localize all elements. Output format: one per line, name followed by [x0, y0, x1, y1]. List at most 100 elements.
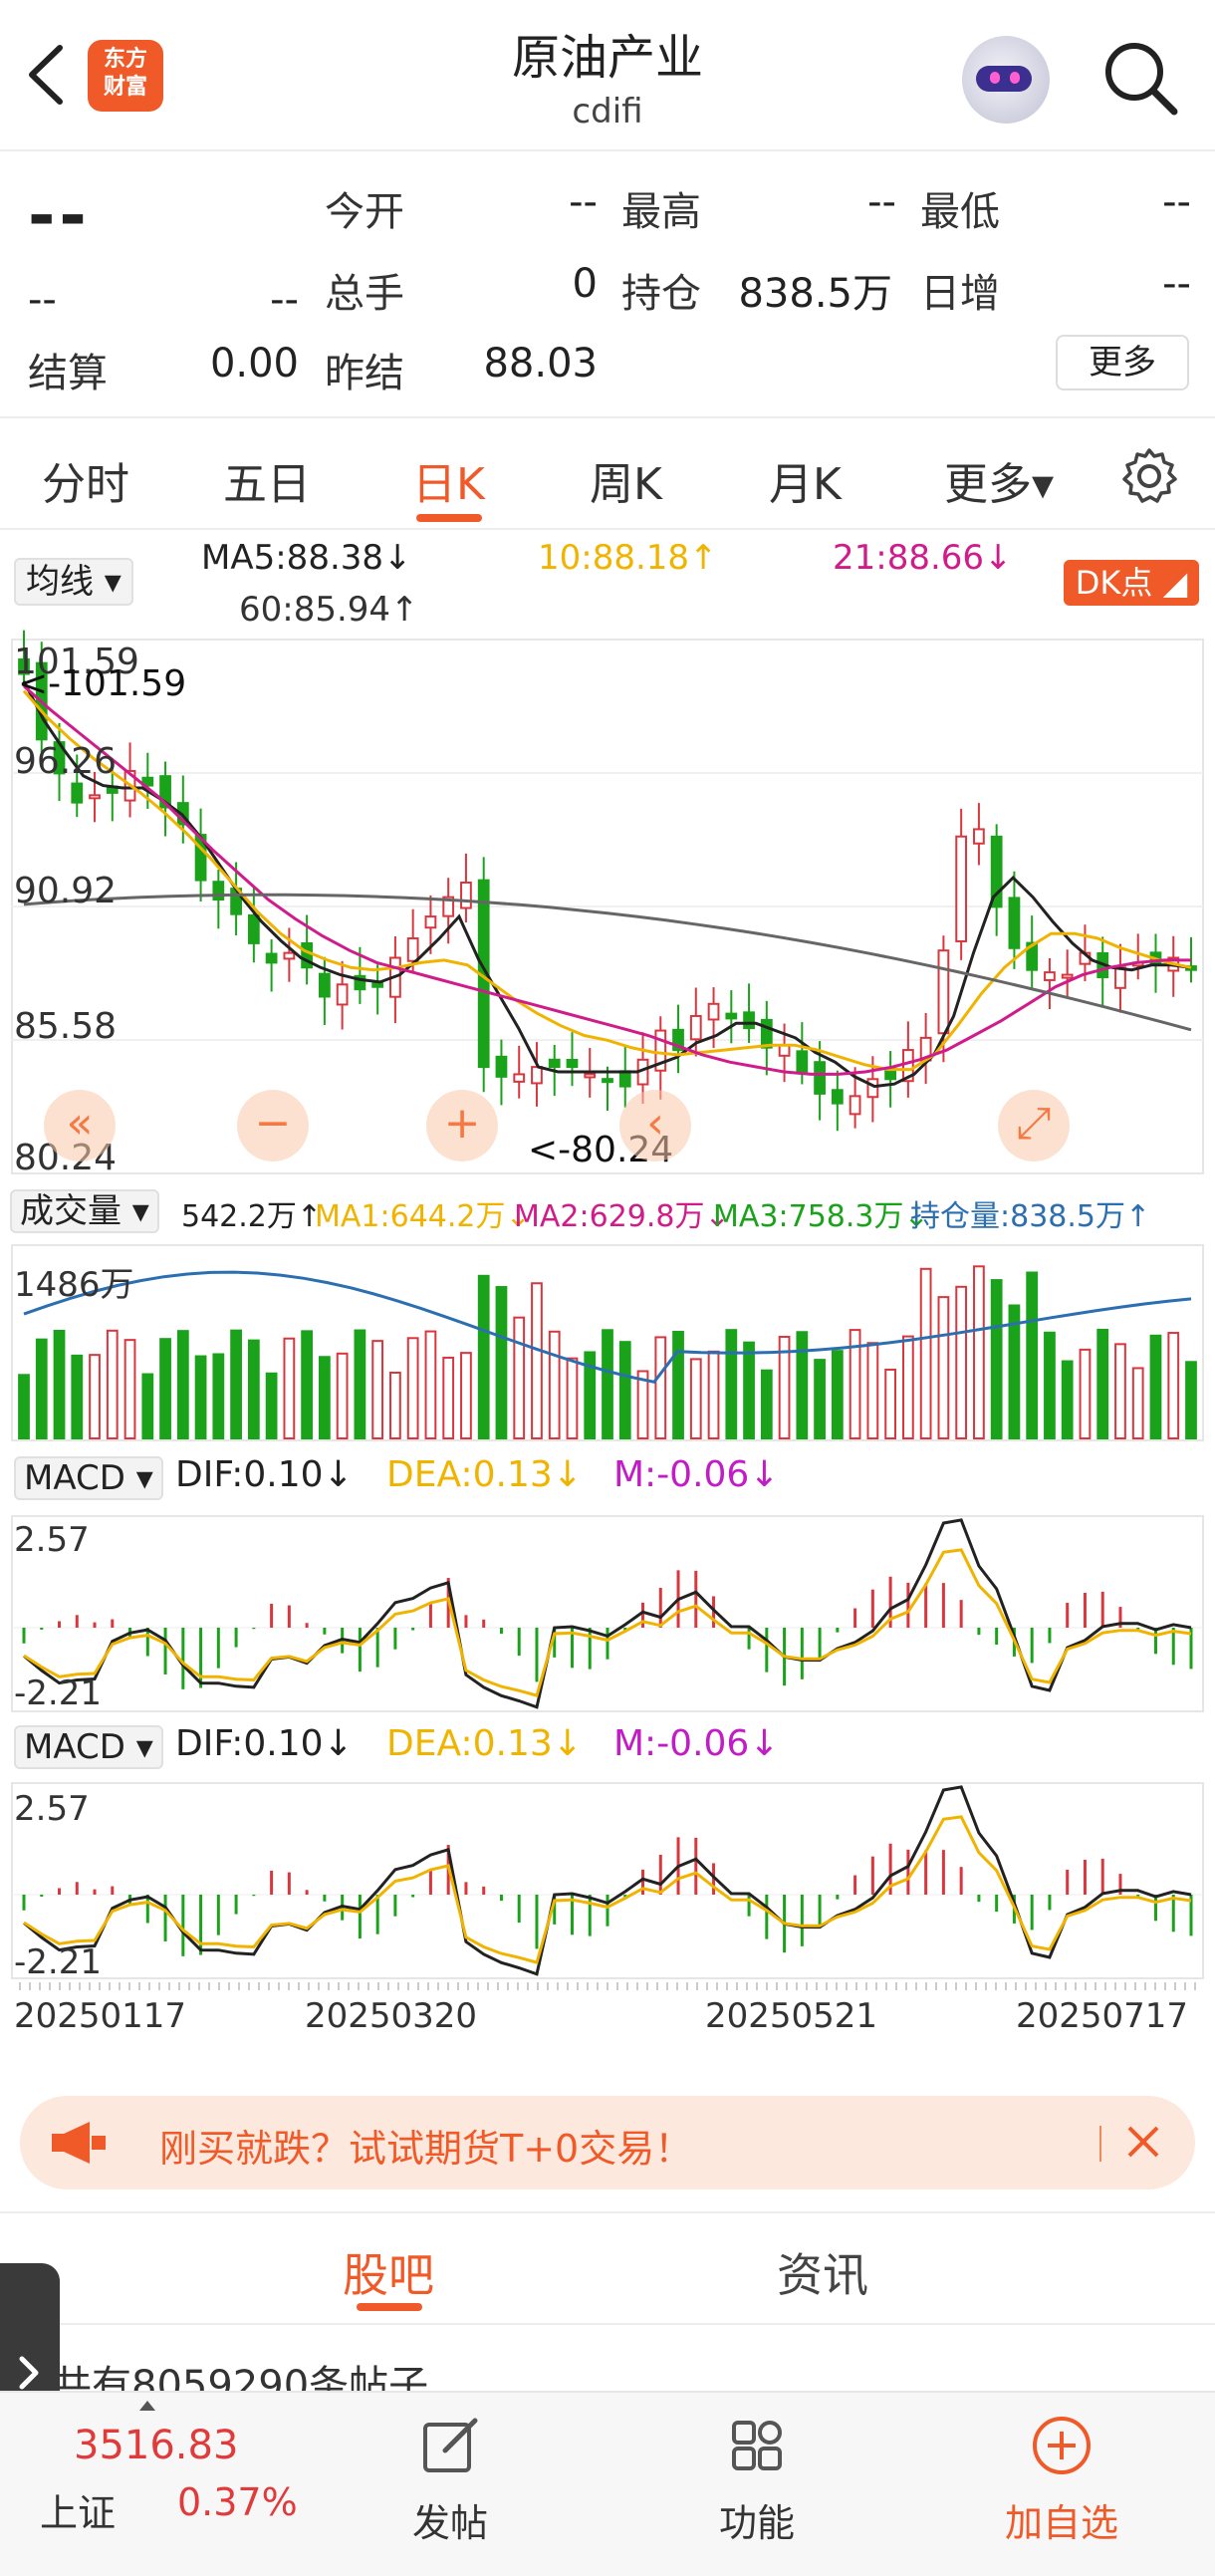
post-button[interactable]: 发帖 [370, 2411, 530, 2547]
volume-bar [194, 1355, 207, 1439]
macd-dea-label: DEA:0.13↓ [386, 1723, 583, 1764]
date-tick-label: 20250521 [705, 1996, 878, 2036]
more-quote-button[interactable]: 更多 [1056, 335, 1189, 390]
function-button[interactable]: 功能 [677, 2411, 837, 2547]
zoom-out-button[interactable]: − [237, 1090, 309, 1161]
candle-body [831, 1089, 844, 1105]
back-arrow-icon[interactable] [22, 40, 72, 110]
bottom-bar: 3516.83 上证 0.37% 发帖 功能 加自选 [0, 2391, 1215, 2576]
open-interest-value: 838.5万 [738, 271, 892, 317]
community-divider [0, 2323, 1215, 2325]
candle-body [424, 915, 437, 929]
volume-bar [141, 1373, 154, 1439]
add-watchlist-button[interactable]: 加自选 [982, 2411, 1141, 2547]
candle-body [1114, 966, 1126, 989]
volume-bar [301, 1330, 314, 1439]
period-tabs: 分时 五日 日K 周K 月K 更多▾ [0, 418, 1215, 528]
open-interest-label: 持仓 [621, 271, 701, 317]
candle-body [672, 1028, 684, 1052]
ma60-label: 60:85.94↑ [239, 590, 419, 630]
volume-bar [159, 1338, 171, 1439]
tabs-divider [0, 528, 1215, 530]
macd-panel-2 [11, 1782, 1204, 1979]
macd-selector-2[interactable]: MACD ▾ [14, 1725, 163, 1769]
candle-body [531, 1066, 543, 1085]
index-name: 上证 [40, 2491, 117, 2535]
tab-guba[interactable]: 股吧 [343, 2248, 434, 2302]
candle-body [442, 896, 455, 917]
volume-bar [265, 1372, 278, 1439]
candle-body [849, 1095, 861, 1116]
post-count: 共有8059290条帖子 [52, 2363, 429, 2393]
volume-bar [725, 1329, 738, 1440]
volume-bar [460, 1352, 472, 1439]
macd-selector[interactable]: MACD ▾ [14, 1456, 163, 1500]
ma-selector[interactable]: 均线 ▾ [14, 558, 133, 606]
prev-settlement-label: 昨结 [325, 351, 404, 396]
volume-bar [318, 1356, 331, 1439]
tab-more[interactable]: 更多▾ [944, 459, 1055, 510]
section-divider [0, 2211, 1215, 2213]
fullscreen-button[interactable]: ⤢ [998, 1090, 1070, 1161]
community-tab-indicator [357, 2303, 422, 2311]
assistant-robot-icon[interactable] [962, 36, 1050, 124]
settlement-label: 结算 [28, 351, 108, 396]
triangle-up-icon [139, 2401, 155, 2411]
promo-banner[interactable]: 刚买就跌？试试期货T+0交易！ [20, 2096, 1195, 2190]
tab-news[interactable]: 资讯 [777, 2248, 868, 2302]
candle-body [973, 828, 985, 845]
volume-bar [760, 1369, 773, 1440]
volume-panel [11, 1244, 1204, 1441]
volume-bar [35, 1338, 48, 1439]
price-tick-label: 85.58 [14, 1006, 118, 1047]
dk-point-button[interactable]: DK点 ◢ [1064, 560, 1199, 606]
scroll-left-button[interactable]: « [44, 1090, 116, 1161]
macd-2-dif-line [23, 1785, 1192, 1976]
volume-bar [531, 1282, 543, 1440]
volume-bar [354, 1329, 366, 1439]
volume-selector[interactable]: 成交量 ▾ [10, 1189, 159, 1233]
volume-bar [1044, 1331, 1056, 1439]
candle-body [725, 1012, 738, 1020]
candle-body [89, 794, 101, 800]
gear-icon[interactable] [1119, 446, 1179, 506]
header-divider [0, 149, 1215, 151]
scroll-back-button[interactable]: ‹ [619, 1090, 691, 1161]
volume-bar [548, 1330, 561, 1440]
candlestick-chart[interactable] [0, 532, 1215, 2066]
price-tick-label: 90.92 [14, 871, 118, 911]
open-interest-label: 持仓量:838.5万↑ [910, 1199, 1151, 1234]
zoom-in-button[interactable]: + [426, 1090, 498, 1161]
tab-monthly-k[interactable]: 月K [769, 459, 842, 510]
candle-body [212, 881, 225, 902]
candle-body [495, 1055, 508, 1078]
volume-bar [566, 1357, 579, 1440]
tab-daily-k[interactable]: 日K [412, 459, 485, 510]
price-tick-label: 101.59 [14, 642, 139, 682]
candle-body [318, 972, 331, 998]
volume-bar [283, 1337, 296, 1439]
date-tick-label: 20250320 [305, 1996, 478, 2036]
volume-bar [796, 1331, 809, 1440]
volume-bar [1061, 1360, 1074, 1439]
candle-body [1026, 941, 1039, 971]
macd-tick-label: -2.21 [14, 1674, 102, 1713]
candle-body [247, 913, 260, 944]
open-label: 今开 [325, 189, 404, 235]
volume-bar [1185, 1361, 1197, 1440]
high-value: -- [867, 179, 896, 225]
index-value[interactable]: 3516.83 [74, 2423, 239, 2468]
active-tab-indicator [416, 514, 482, 522]
volume-bar [636, 1370, 649, 1439]
close-icon[interactable] [1115, 2114, 1171, 2170]
instrument-code: cdifi [572, 92, 643, 131]
tab-weekly-k[interactable]: 周K [590, 459, 662, 510]
volume-bar [477, 1274, 490, 1439]
tab-intraday[interactable]: 分时 [42, 459, 129, 510]
tab-five-day[interactable]: 五日 [223, 459, 311, 510]
candle-body [194, 834, 207, 882]
macd-dif-label: DIF:0.10↓ [175, 1454, 354, 1495]
candle-body [584, 1073, 597, 1079]
settlement-value: 0.00 [209, 341, 299, 386]
search-icon[interactable] [1100, 38, 1180, 118]
